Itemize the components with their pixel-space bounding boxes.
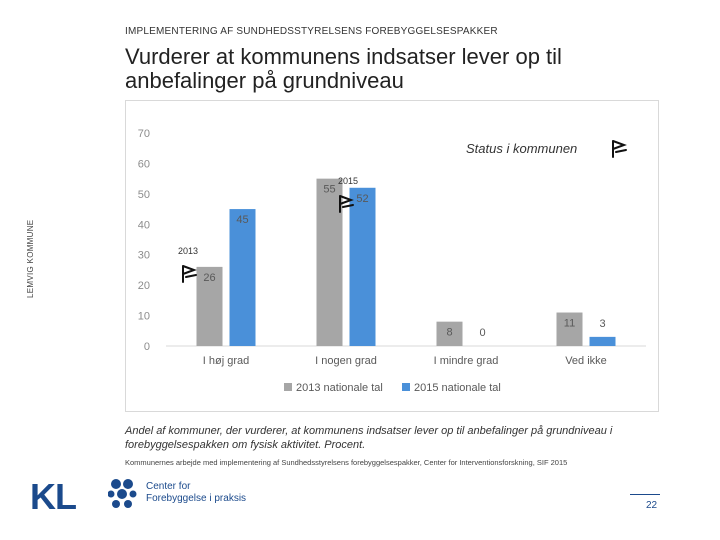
- data-label: 8: [446, 327, 452, 339]
- y-tick-label: 50: [138, 189, 150, 201]
- kl-logo: KL: [30, 476, 77, 517]
- status-label: Status i kommunen: [466, 141, 577, 156]
- y-tick-label: 30: [138, 250, 150, 262]
- y-tick-label: 70: [138, 128, 150, 140]
- bar-2013: [196, 266, 223, 346]
- chart-caption: Andel af kommuner, der vurderer, at komm…: [125, 425, 613, 451]
- page-number-rule: [630, 494, 660, 495]
- y-tick-label: 10: [138, 311, 150, 323]
- bar-2015: [229, 209, 256, 346]
- bar-2013: [316, 178, 343, 346]
- category-label: Ved ikke: [565, 355, 607, 367]
- bar-2015: [349, 187, 376, 346]
- bar-2015: [589, 336, 616, 346]
- y-tick-label: 0: [144, 341, 150, 353]
- category-label: I mindre grad: [434, 355, 499, 367]
- category-label: I høj grad: [203, 355, 249, 367]
- legend-label: 2013 nationale tal: [296, 382, 383, 394]
- data-label: 11: [564, 318, 575, 330]
- center-logo-line2: Forebyggelse i praksis: [146, 493, 247, 504]
- y-tick-label: 60: [138, 158, 150, 170]
- data-label: 26: [203, 272, 215, 284]
- center-logo-text: Center for Forebyggelse i praksis: [146, 481, 246, 505]
- page-number: 22: [646, 500, 658, 511]
- year-2013-label: 2013: [178, 246, 198, 256]
- page-title: Vurderer at kommunens indsatser lever op…: [125, 44, 562, 93]
- data-label: 45: [236, 214, 248, 226]
- legend-swatch: [284, 383, 292, 391]
- chart-frame: 0 10 20 30 40 50 60 70 26 45 I høj grad 55 52 I nogen…: [125, 100, 659, 412]
- year-2015-label: 2015: [338, 176, 358, 186]
- data-label: 3: [599, 318, 605, 330]
- data-label: 0: [479, 327, 485, 339]
- legend-label: 2015 nationale tal: [414, 382, 501, 394]
- source-note: Kommunernes arbejde med implementering a…: [125, 458, 568, 467]
- municipality-label: LEMVIG KOMMUNE: [26, 219, 35, 298]
- data-label: 55: [323, 184, 335, 196]
- y-tick-label: 40: [138, 219, 150, 231]
- bar-2013: [436, 321, 463, 346]
- data-label: 52: [356, 193, 368, 205]
- y-tick-label: 20: [138, 280, 150, 292]
- center-logo-icon: [108, 479, 137, 508]
- header-kicker: IMPLEMENTERING AF SUNDHEDSSTYRELSENS FOR…: [125, 26, 498, 37]
- status-flag-icon: [612, 140, 627, 158]
- center-logo-line1: Center for: [146, 481, 191, 492]
- bar-2013: [556, 312, 583, 346]
- flag-2013-icon: [182, 265, 197, 283]
- category-label: I nogen grad: [315, 355, 377, 367]
- legend-swatch: [402, 383, 410, 391]
- flag-2015-icon: [339, 195, 354, 213]
